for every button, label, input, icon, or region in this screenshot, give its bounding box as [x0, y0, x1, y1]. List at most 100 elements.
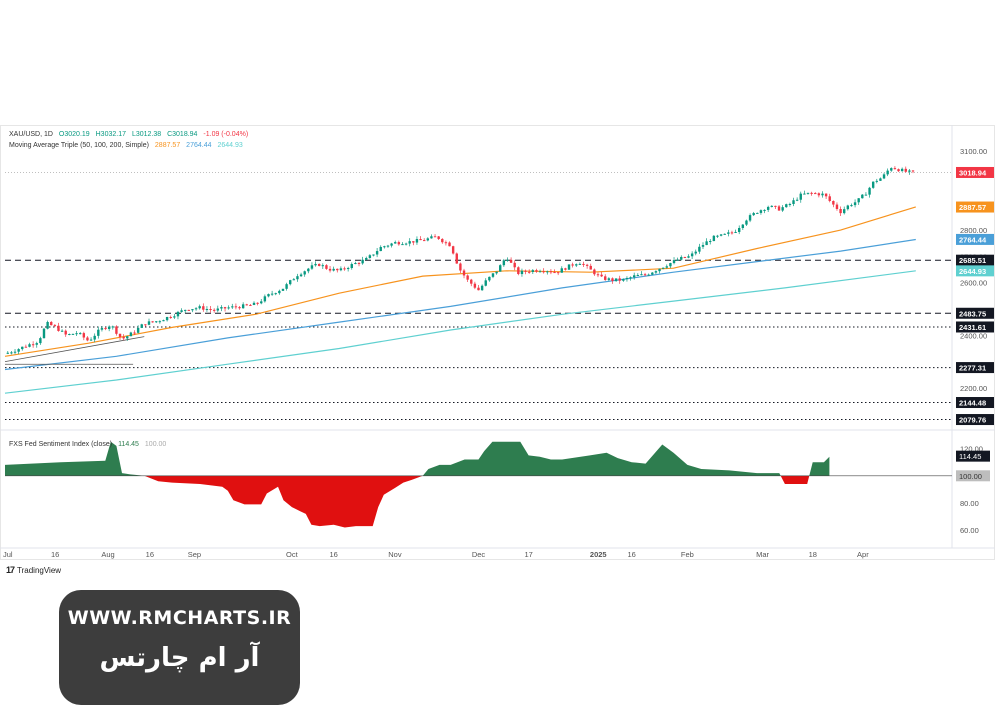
candle-body — [600, 274, 603, 277]
legend-ma200: 2644.93 — [217, 142, 243, 149]
candle-body — [491, 273, 495, 277]
time-tick-label-10: 2025 — [590, 550, 607, 559]
candle-body — [165, 317, 169, 321]
candle-body — [328, 268, 332, 271]
candle-body — [346, 268, 350, 270]
legend-symbol: XAU/USD, 1D — [9, 131, 53, 138]
chart-svg[interactable]: 3100.002800.002700.002600.002400.002200.… — [0, 125, 995, 560]
candle-body — [770, 205, 773, 207]
legend-ma: Moving Average Triple (50, 100, 200, Sim… — [9, 142, 247, 149]
price-tag-bg-6 — [956, 321, 994, 333]
candle-body — [144, 324, 147, 326]
price-tag-4: 2644.93 — [959, 267, 986, 276]
price-tag-3: 2685.51 — [959, 256, 986, 265]
ma-line-ma-100 — [4, 238, 916, 371]
candle-body — [643, 274, 647, 276]
candle-body — [556, 272, 560, 274]
candle-body — [777, 206, 781, 211]
candle-body — [198, 306, 201, 309]
candle-body — [220, 307, 223, 309]
candle-body — [209, 308, 212, 310]
candle-body — [890, 168, 893, 171]
price-tag-bg-2 — [956, 233, 994, 245]
candle-body — [683, 256, 687, 258]
sentiment-area-negative — [5, 475, 830, 528]
candle-body — [567, 264, 571, 270]
candle-body — [716, 235, 719, 237]
candle-body — [549, 271, 553, 273]
legend-high: H3032.17 — [95, 131, 126, 138]
price-tag-bg-3 — [956, 254, 994, 266]
candle-body — [191, 309, 194, 311]
candle-body — [307, 268, 310, 272]
indicator-tick-label-3: 60.00 — [960, 526, 979, 535]
indicator-base-tag-bg — [956, 470, 990, 482]
candle-body — [357, 263, 361, 265]
candle-body — [53, 325, 57, 327]
candle-body — [593, 269, 596, 275]
candle-body — [404, 243, 408, 245]
candle-body — [107, 326, 111, 330]
candle-body — [596, 274, 600, 276]
candle-body — [64, 330, 67, 335]
candle-body — [155, 321, 158, 323]
candle-body — [701, 245, 705, 247]
candle-body — [133, 332, 136, 334]
candle-body — [13, 351, 17, 353]
candle-body — [118, 333, 122, 337]
candle-body — [480, 285, 484, 291]
candle-body — [216, 308, 219, 311]
price-tag-6: 2431.61 — [959, 323, 986, 332]
candle-body — [231, 306, 234, 308]
candle-body — [372, 254, 375, 256]
candle-body — [223, 307, 227, 309]
candle-body — [151, 321, 154, 323]
candle-body — [785, 204, 788, 208]
candle-body — [343, 268, 346, 270]
candle-body — [799, 193, 802, 200]
tradingview-icon: 17 — [6, 565, 15, 575]
candle-body — [564, 268, 567, 270]
candle-body — [499, 265, 502, 272]
legend-open: O3020.19 — [58, 131, 90, 138]
candle-body — [495, 271, 498, 274]
candle-body — [314, 263, 317, 266]
candle-body — [897, 169, 900, 172]
indicator-last-tag: 114.45 — [959, 452, 981, 461]
candle-body — [839, 209, 842, 214]
candle-body — [433, 236, 437, 238]
candle-body — [879, 178, 882, 181]
tradingview-logo[interactable]: 17 TradingView — [6, 565, 61, 575]
price-tag-7: 2277.31 — [959, 364, 986, 373]
candle-body — [321, 265, 325, 267]
price-tick-label-4: 2400.00 — [960, 331, 987, 340]
legend-close: C3018.94 — [167, 131, 198, 138]
watermark-url: WWW.RMCHARTS.IR — [67, 607, 292, 629]
candle-body — [680, 256, 683, 260]
candle-body — [375, 251, 379, 255]
candle-body — [527, 271, 531, 273]
candle-body — [430, 236, 433, 239]
candle-body — [249, 304, 252, 306]
candle-body — [871, 181, 875, 188]
candle-body — [459, 263, 462, 271]
candle-body — [86, 337, 89, 341]
candle-body — [604, 276, 607, 280]
candle-body — [263, 296, 267, 302]
time-tick-label-12: Feb — [681, 550, 694, 559]
legend-low: L3012.38 — [131, 131, 162, 138]
chart-border — [0, 125, 995, 560]
candle-body — [361, 259, 364, 264]
candle-body — [676, 259, 679, 261]
candle-body — [734, 231, 737, 233]
candle-body — [795, 199, 799, 201]
candle-body — [745, 220, 748, 225]
candle-body — [651, 272, 654, 275]
watermark-persian: آر ام چارتس — [99, 643, 260, 673]
candle-body — [763, 209, 766, 211]
indicator-tick-label-0: 120.00 — [960, 445, 983, 454]
candle-body — [50, 322, 53, 326]
time-tick-label-7: Nov — [388, 550, 402, 559]
candle-body — [709, 241, 712, 243]
ma-line-ma-200 — [4, 270, 916, 394]
